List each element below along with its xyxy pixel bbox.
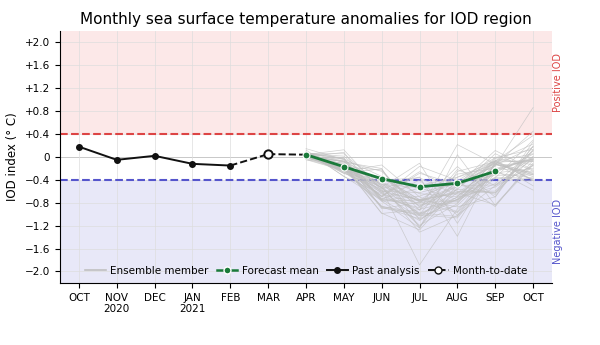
Bar [60,180,552,283]
Legend: Ensemble member, Forecast mean, Past analysis, Month-to-date: Ensemble member, Forecast mean, Past ana… [81,262,531,280]
Text: Negative IOD: Negative IOD [553,199,563,264]
Y-axis label: IOD index (° C): IOD index (° C) [7,112,19,201]
Bar [60,31,552,134]
Text: Positive IOD: Positive IOD [553,53,563,112]
Title: Monthly sea surface temperature anomalies for IOD region: Monthly sea surface temperature anomalie… [80,12,532,27]
